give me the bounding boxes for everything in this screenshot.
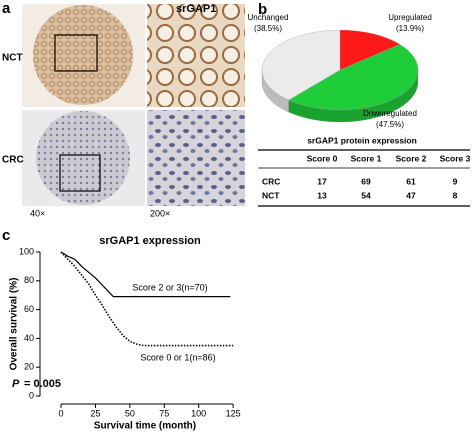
tma-core	[33, 5, 133, 105]
table-header: Score 2	[396, 153, 427, 163]
pie-label: Unchanged	[248, 13, 289, 22]
x-tick-label: 125	[226, 408, 241, 418]
series-label: Score 0 or 1(n=86)	[140, 352, 215, 362]
pie-value-label: (38.5%)	[254, 24, 282, 33]
y-tick-label: 60	[24, 304, 34, 314]
panel-label: c	[2, 227, 10, 244]
table-title: srGAP1 protein expression	[307, 135, 417, 145]
x-tick-label: 0	[59, 408, 64, 418]
zoom-box	[54, 34, 98, 72]
survival-curve	[60, 251, 234, 347]
x-tick-label: 25	[90, 408, 100, 418]
table-header: Score 1	[351, 153, 382, 163]
zoom-box	[59, 154, 101, 192]
y-axis-label: Overall survival (%)	[9, 278, 20, 371]
table-header: Score 0	[307, 153, 338, 163]
x-tick-label: 75	[159, 408, 169, 418]
table-cell: 69	[361, 176, 371, 186]
p-symbol: P	[12, 378, 20, 390]
y-tick-label: 20	[24, 362, 34, 372]
magnification: 40×	[30, 208, 45, 218]
pie-label: Downregulated	[363, 109, 417, 118]
y-tick-label: 0	[29, 390, 34, 400]
table-cell: 17	[317, 176, 327, 186]
table-cell: CRC	[262, 176, 280, 186]
x-tick-label: 100	[191, 408, 206, 418]
zoom-image	[147, 110, 245, 206]
y-tick-label: 40	[24, 333, 34, 343]
table-cell: 9	[453, 176, 458, 186]
series-label: Score 2 or 3(n=70)	[132, 282, 207, 292]
table-cell: 61	[406, 176, 416, 186]
pie-slice	[339, 29, 401, 71]
magnification: 200×	[150, 208, 170, 218]
table-cell: 13	[317, 190, 327, 200]
image-title: srGAP1	[176, 3, 216, 15]
y-tick-label: 100	[19, 246, 34, 256]
panel-label: a	[2, 0, 11, 17]
y-tick-label: 80	[24, 275, 34, 285]
row-label: CRC	[2, 155, 24, 166]
table-cell: NCT	[262, 190, 280, 200]
pie-slice	[288, 44, 419, 111]
pie-value-label: (13.9%)	[396, 24, 424, 33]
zoom-image	[147, 4, 245, 107]
table-cell: 8	[453, 190, 458, 200]
table-cell: 47	[406, 190, 416, 200]
chart-title: srGAP1 expression	[99, 235, 201, 247]
table-cell: 54	[361, 190, 371, 200]
p-value: = 0.005	[24, 378, 61, 390]
table: srGAP1 protein expression Score 0 Score 1 S…	[258, 135, 471, 207]
x-axis-label: Survival time (month)	[94, 421, 196, 432]
pie-label: Upregulated	[388, 13, 432, 22]
x-tick-label: 50	[125, 408, 135, 418]
pie-slice	[261, 29, 341, 101]
pie-value-label: (47.5%)	[376, 120, 404, 129]
row-label: NCT	[2, 53, 23, 64]
panel-label: b	[258, 1, 267, 18]
survival-curve	[60, 251, 231, 298]
table-header: Score 3	[440, 153, 471, 163]
